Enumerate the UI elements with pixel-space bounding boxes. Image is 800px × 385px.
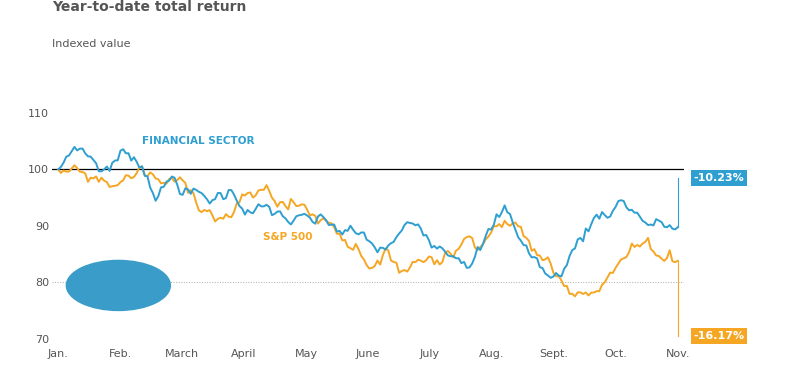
Text: Year-to-date total return: Year-to-date total return [52,0,246,13]
Text: -16.17%: -16.17% [694,331,745,341]
Text: Indexed value: Indexed value [52,39,130,49]
Text: S&P 500: S&P 500 [262,232,312,242]
Text: ↗: ↗ [110,269,126,288]
Text: ▁▂▃▄▅: ▁▂▃▄▅ [94,293,142,306]
Text: FINANCIAL SECTOR: FINANCIAL SECTOR [142,136,254,146]
Text: -10.23%: -10.23% [694,173,744,183]
